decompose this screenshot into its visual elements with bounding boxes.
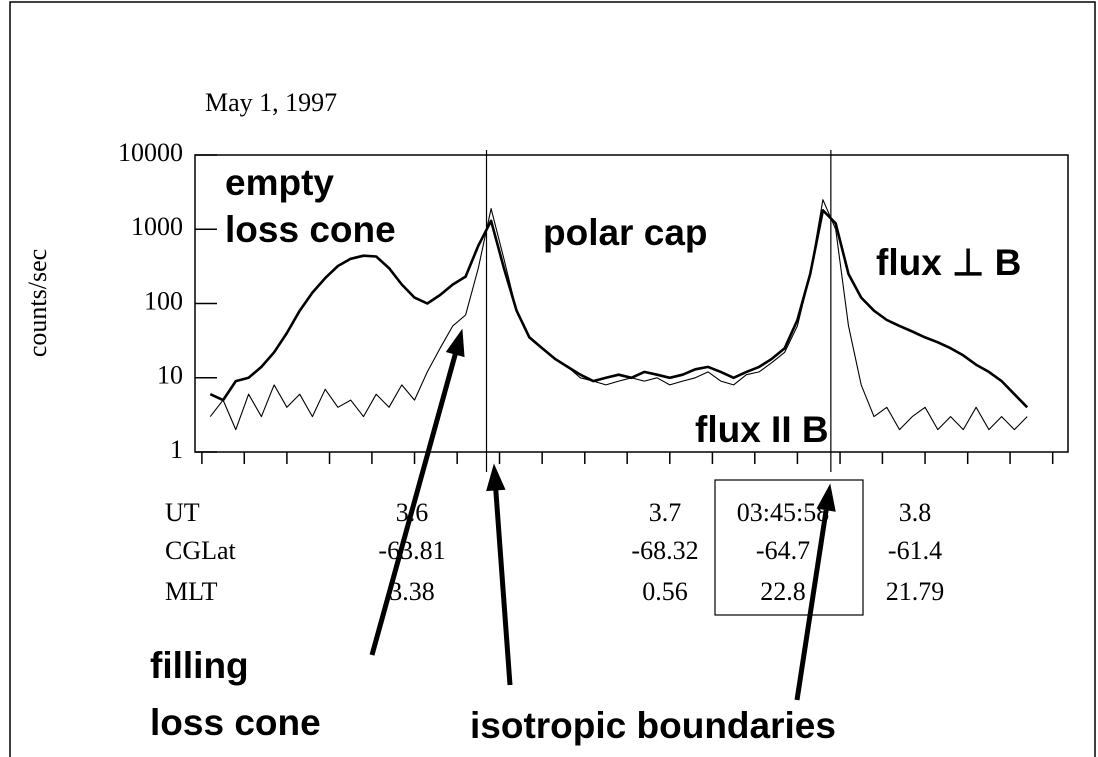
- table-cell: 3.6: [396, 498, 429, 527]
- annotation: loss cone: [225, 209, 396, 250]
- table-cell: -64.7: [756, 536, 810, 565]
- arrowhead: [445, 328, 465, 358]
- table-cell: 3.8: [899, 498, 932, 527]
- annotation: filling: [150, 645, 249, 686]
- annotation: polar cap: [543, 212, 708, 253]
- annotation: loss cone: [150, 702, 321, 743]
- series-label: flux ⊥ B: [876, 242, 1021, 283]
- data-line: [209, 199, 1028, 431]
- highlight-box: [714, 479, 864, 616]
- y-tick-label: 1: [170, 435, 183, 464]
- series-label: flux II B: [695, 409, 829, 450]
- arrow: [369, 353, 458, 656]
- row-label: CGLat: [165, 536, 237, 565]
- arrow: [493, 489, 513, 686]
- y-tick-label: 1000: [131, 212, 183, 241]
- table-cell: 3.7: [649, 498, 682, 527]
- table-cell: 22.8: [760, 577, 806, 606]
- table-cell: 3.38: [389, 577, 435, 606]
- y-tick-label: 10000: [118, 138, 183, 167]
- table-cell: 0.56: [642, 577, 688, 606]
- table-cell: 21.79: [886, 577, 945, 606]
- data-line: [209, 209, 1029, 409]
- annotation: empty: [225, 162, 334, 203]
- arrow: [794, 509, 829, 701]
- y-axis-label: counts/sec: [23, 249, 52, 357]
- row-label: UT: [165, 498, 200, 527]
- chart-title: May 1, 1997: [205, 88, 337, 117]
- table-cell: 03:45:58: [737, 498, 829, 527]
- annotation: isotropic boundaries: [470, 705, 836, 746]
- table-cell: -61.4: [888, 536, 942, 565]
- arrows: [369, 328, 836, 701]
- y-tick-label: 10: [157, 361, 183, 390]
- table-cell: -68.32: [631, 536, 698, 565]
- arrowhead: [486, 463, 506, 492]
- outer-frame: [9, 1, 1096, 757]
- table-cell: -63.81: [378, 536, 445, 565]
- y-tick-label: 100: [144, 286, 183, 315]
- arrowhead: [816, 483, 836, 512]
- row-label: MLT: [165, 577, 218, 606]
